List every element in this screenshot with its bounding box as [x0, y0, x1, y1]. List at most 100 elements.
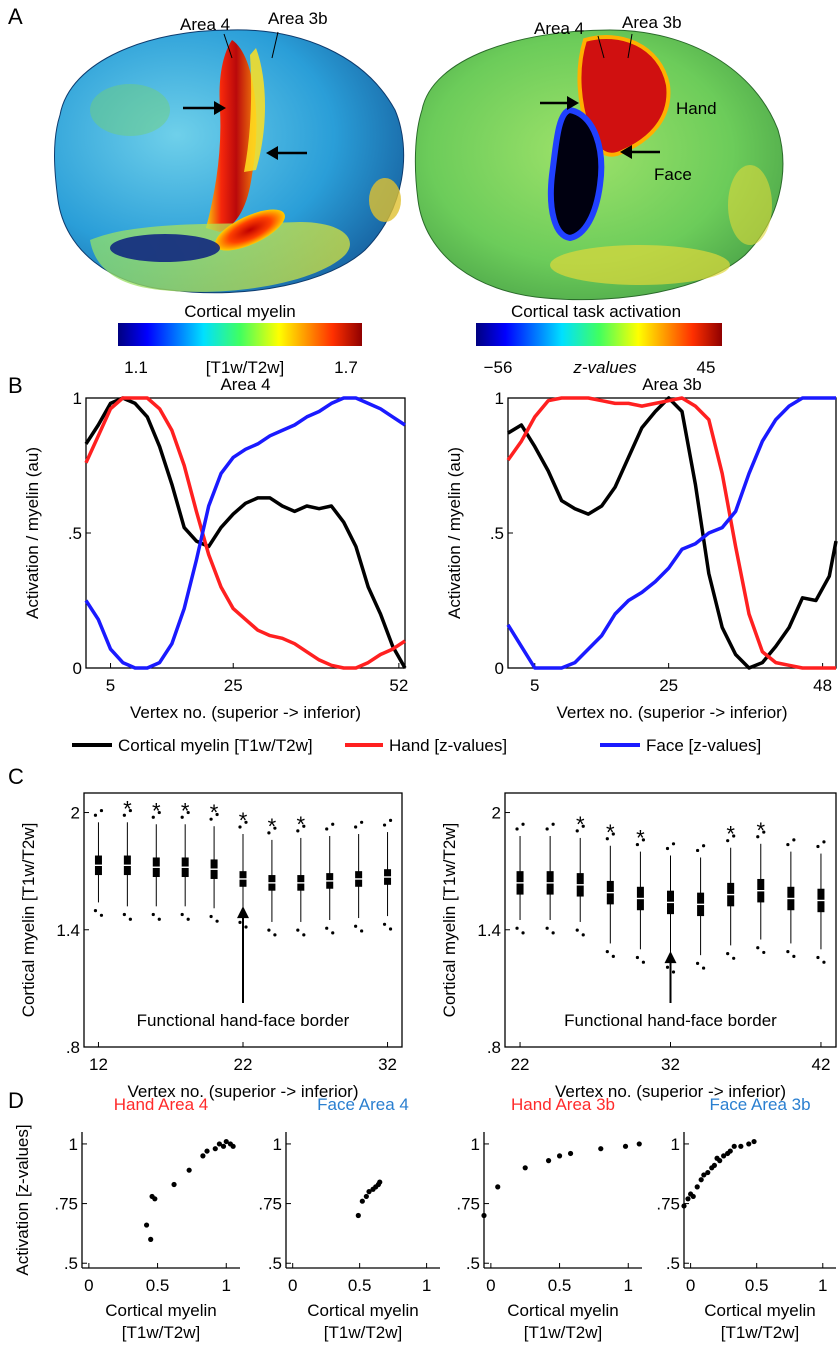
x-tick-label: 0.5	[146, 1276, 170, 1295]
box-outlier	[238, 825, 242, 829]
box-outlier	[726, 952, 730, 956]
significance-star: *	[210, 800, 219, 825]
x-tick-label: 0	[288, 1276, 297, 1295]
box-outlier	[215, 919, 219, 923]
box-outlier	[180, 912, 184, 917]
box-outlier	[551, 931, 555, 935]
box-outlier	[605, 837, 609, 841]
label-area4-left: Area 4	[180, 15, 230, 34]
y-tick-label: 1	[69, 1135, 78, 1154]
box-outlier	[99, 913, 104, 917]
scatter-point	[556, 1153, 563, 1159]
panel-letter-c: C	[8, 764, 24, 789]
box-outlier	[551, 822, 555, 826]
box-outlier	[325, 827, 329, 831]
box-outlier	[331, 931, 335, 935]
myelin-occipital-spot	[369, 178, 401, 222]
scatter-hand-area4: 0 0.5 1 .5 .75 1 Cortical myelin [T1w/T2w] Activ…	[13, 1095, 240, 1342]
box-outlier	[641, 838, 646, 842]
x-tick-label: 1	[818, 1276, 827, 1295]
significance-star: *	[576, 812, 585, 837]
chart-title: Face Area 4	[317, 1095, 409, 1114]
scatter-point	[204, 1148, 210, 1154]
colorbar-myelin-max: 1.7	[334, 358, 358, 377]
chart-title-part: Area 3b	[747, 1095, 810, 1114]
panel-letter-b: B	[8, 373, 23, 398]
y-tick-label: .75	[258, 1195, 282, 1214]
axes-frame	[85, 397, 406, 669]
colorbar-myelin-title: Cortical myelin	[184, 302, 295, 321]
line-chart-area4: 5 25 52 0 .5 1 Vertex no. (superior -> inferio…	[23, 375, 408, 722]
box-outlier	[665, 965, 670, 969]
box-outlier	[128, 917, 132, 921]
box-outlier	[99, 808, 104, 813]
scatter-point	[545, 1158, 552, 1164]
significance-star: *	[636, 826, 645, 851]
legend-label-face: Face [z-values]	[646, 736, 761, 755]
y-tick-label: .8	[487, 1038, 501, 1057]
panel-letter-d: D	[8, 1088, 24, 1113]
box-outlier	[302, 933, 306, 937]
x-tick-label: 52	[389, 676, 408, 695]
y-tick-label: 1	[671, 1135, 680, 1154]
myelin-insula-dark	[110, 234, 220, 262]
arrow-head-area3b-right	[620, 145, 632, 159]
x-tick-label: 5	[530, 676, 539, 695]
box-outlier	[521, 931, 525, 935]
box-outlier	[786, 842, 790, 847]
x-axis-label: Cortical myelin	[307, 1301, 418, 1320]
box-outlier	[296, 829, 300, 833]
myelin-band-area3b	[244, 48, 265, 172]
box-outlier	[382, 823, 387, 827]
box-outlier	[665, 846, 670, 851]
x-axis-label: Vertex no. (superior -> inferior)	[130, 703, 361, 722]
box-outlier	[762, 830, 766, 834]
myelin-auditory-hotspot	[215, 209, 285, 251]
significance-star: *	[152, 798, 161, 823]
myelin-frontal-green	[90, 84, 170, 136]
box-outlier	[701, 966, 706, 970]
x-tick-label: 1	[624, 1276, 633, 1295]
scatter-point	[366, 1189, 372, 1195]
box-outlier	[762, 950, 766, 955]
y-tick-label: .8	[66, 1038, 80, 1057]
scatter-point	[622, 1143, 629, 1149]
y-tick-label: 2	[492, 804, 501, 823]
y-tick-label: .75	[456, 1195, 480, 1214]
panel-b: B 5 25 52 0 .5 1 Vertex no. (superior -> infer…	[8, 373, 838, 722]
significance-star: *	[726, 822, 735, 847]
y-tick-label: 1	[73, 389, 82, 408]
y-tick-label: 1.4	[56, 921, 80, 940]
brain-activation-map: Area 4 Area 3b Hand Face	[414, 13, 784, 301]
chart-title: Hand Area 4	[114, 1095, 209, 1114]
x-tick-label: 5	[106, 676, 115, 695]
y-axis-label: Activation / myelin (au)	[445, 447, 464, 619]
border-label-bg	[115, 1007, 371, 1033]
chart-title-part: Hand	[114, 1095, 155, 1114]
border-arrow-head	[237, 906, 249, 919]
series-line	[506, 396, 836, 670]
scatter-point	[495, 1184, 501, 1190]
x-tick-label: 42	[811, 1055, 830, 1074]
x-tick-label: 32	[661, 1055, 680, 1074]
box-outlier	[732, 956, 736, 960]
colorbar-myelin-unit: [T1w/T2w]	[206, 358, 284, 377]
significance-star: *	[123, 796, 132, 821]
axes-frame	[507, 397, 837, 669]
scatter-point	[681, 1203, 687, 1209]
label-area3b-left: Area 3b	[268, 9, 328, 28]
box-outlier	[157, 810, 161, 815]
box-outlier	[611, 832, 615, 836]
y-tick-label: 1.4	[477, 921, 501, 940]
scatter-point	[363, 1193, 369, 1200]
scatter-point	[567, 1150, 574, 1157]
label-hand: Hand	[676, 99, 717, 118]
legend: Cortical myelin [T1w/T2w] Hand [z-values…	[72, 736, 761, 755]
x-tick-label: 1	[222, 1276, 231, 1295]
scatter-point	[359, 1198, 365, 1204]
box-outlier	[521, 822, 525, 826]
chart-title-part: Face	[317, 1095, 355, 1114]
box-outlier	[575, 829, 579, 833]
x-tick-label: 22	[511, 1055, 530, 1074]
